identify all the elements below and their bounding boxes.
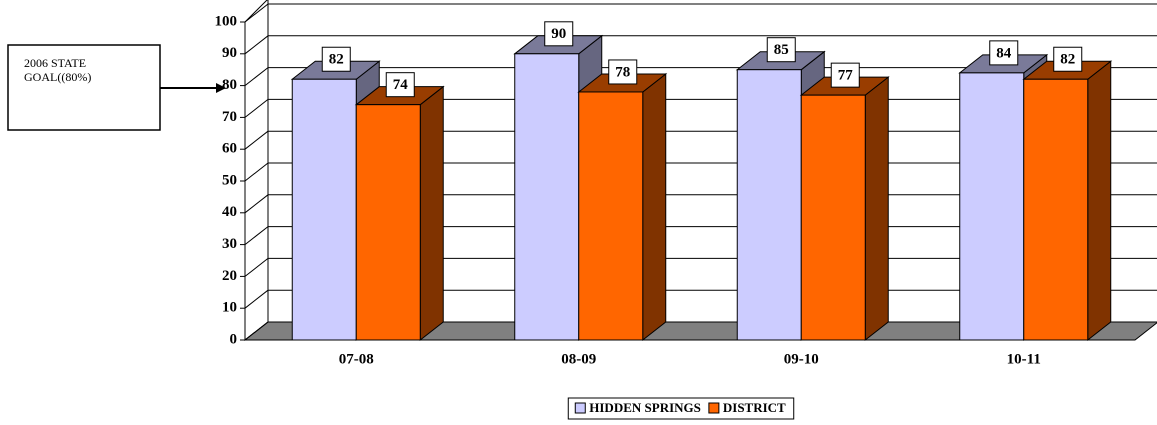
bar xyxy=(514,53,580,341)
data-label-box xyxy=(989,40,1019,66)
data-label: 85 xyxy=(774,42,789,58)
bar xyxy=(959,72,1025,341)
data-label-box xyxy=(321,46,351,72)
annotation-box xyxy=(7,44,161,131)
y-tick-label: 40 xyxy=(222,204,237,220)
legend-label: HIDDEN SPRINGS xyxy=(589,400,701,415)
grid-line xyxy=(244,130,269,150)
bar xyxy=(736,69,802,341)
y-tick-label: 50 xyxy=(222,172,237,188)
grid-line xyxy=(244,67,269,86)
grid-line xyxy=(244,162,269,182)
grid-line xyxy=(244,289,269,309)
annotation-text: GOAL((80%) xyxy=(24,70,91,84)
grid-line xyxy=(244,321,269,341)
bar-side xyxy=(864,76,889,342)
bar-side xyxy=(1087,60,1112,342)
bar xyxy=(355,104,421,341)
y-tick-label: 100 xyxy=(215,13,238,29)
x-tick-label: 08-09 xyxy=(561,351,596,367)
data-label-box xyxy=(1053,46,1083,72)
legend-label: DISTRICT xyxy=(723,400,786,415)
data-label: 82 xyxy=(329,52,344,68)
data-label-box xyxy=(544,21,574,47)
x-tick-label: 09-10 xyxy=(784,351,819,367)
data-label-box xyxy=(385,72,415,98)
data-label-box xyxy=(766,37,796,63)
data-label: 90 xyxy=(551,26,566,42)
y-tick-label: 60 xyxy=(222,141,237,157)
bar xyxy=(1023,78,1089,341)
legend-box xyxy=(567,397,795,420)
data-label-box xyxy=(830,62,860,88)
grid-line xyxy=(244,226,269,245)
bar xyxy=(578,91,644,341)
data-label: 78 xyxy=(615,64,630,80)
y-tick-label: 30 xyxy=(222,236,237,252)
annotation-text: 2006 STATE xyxy=(24,56,86,70)
bar xyxy=(800,94,866,341)
legend-swatch xyxy=(574,402,586,414)
data-label: 74 xyxy=(393,77,409,93)
grid-line xyxy=(244,194,269,214)
y-tick-label: 90 xyxy=(222,45,237,61)
bar-side xyxy=(642,72,667,342)
legend-swatch xyxy=(708,402,720,414)
y-tick-label: 70 xyxy=(222,109,237,125)
x-tick-label: 10-11 xyxy=(1007,351,1041,367)
y-tick-label: 0 xyxy=(230,331,238,347)
bar-side xyxy=(419,85,444,342)
bar xyxy=(291,78,357,341)
grid-line xyxy=(244,258,269,277)
y-tick-label: 10 xyxy=(222,300,237,316)
y-tick-label: 20 xyxy=(222,268,237,284)
data-label: 82 xyxy=(1060,52,1075,68)
data-label: 77 xyxy=(838,68,854,84)
grid-line xyxy=(244,35,269,55)
x-tick-label: 07-08 xyxy=(339,351,374,367)
grid-line xyxy=(244,99,269,118)
annotation-arrowhead xyxy=(216,83,226,93)
grid-line xyxy=(244,3,269,23)
data-label: 84 xyxy=(996,45,1012,61)
y-tick-label: 80 xyxy=(222,77,237,93)
data-label-box xyxy=(608,59,638,85)
